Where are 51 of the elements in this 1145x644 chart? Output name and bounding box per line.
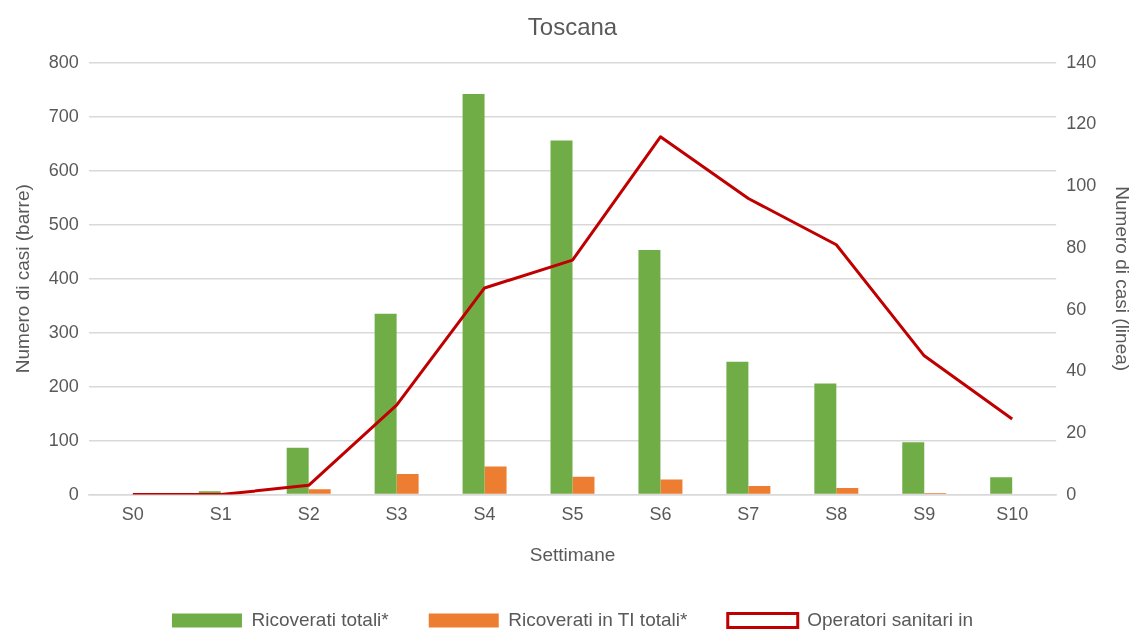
y2-tick-label: 40 xyxy=(1066,360,1087,381)
y2-tick-label: 120 xyxy=(1066,113,1097,134)
bar xyxy=(286,447,309,494)
y2-tick-label: 80 xyxy=(1066,236,1087,257)
bar xyxy=(572,476,595,494)
x-tick-label: S9 xyxy=(913,504,936,525)
x-tick-label: S5 xyxy=(561,504,584,525)
y2-axis-title: Numero di casi (linea) xyxy=(1112,186,1134,372)
bar xyxy=(550,140,573,494)
y-tick-label: 100 xyxy=(48,429,79,450)
x-tick-label: S2 xyxy=(297,504,320,525)
x-tick-label: S10 xyxy=(996,504,1029,525)
y2-tick-label: 60 xyxy=(1066,298,1087,319)
bar xyxy=(726,361,749,494)
bar xyxy=(396,474,419,494)
y2-tick-label: 0 xyxy=(1066,483,1077,504)
x-tick-label: S4 xyxy=(473,504,496,525)
x-tick-label: S3 xyxy=(385,504,408,525)
bar xyxy=(484,466,507,494)
y-tick-label: 300 xyxy=(48,321,79,342)
y-tick-label: 500 xyxy=(48,213,79,234)
y-tick-label: 0 xyxy=(68,483,79,504)
chart-title: Toscana xyxy=(527,13,618,41)
y-tick-label: 600 xyxy=(48,159,79,180)
y-tick-label: 200 xyxy=(48,375,79,396)
legend-label: Ricoverati totali* xyxy=(251,608,390,630)
bar xyxy=(374,313,397,494)
bar xyxy=(748,485,771,494)
bar xyxy=(990,477,1013,494)
x-tick-label: S8 xyxy=(825,504,848,525)
x-tick-label: S0 xyxy=(121,504,144,525)
y2-tick-label: 140 xyxy=(1066,51,1097,72)
legend-label: Ricoverati in TI totali* xyxy=(508,608,689,630)
y-tick-label: 800 xyxy=(48,51,79,72)
x-tick-label: S1 xyxy=(209,504,232,525)
legend-label: Operatori sanitari in xyxy=(807,608,974,630)
bar xyxy=(660,479,683,494)
y-tick-label: 400 xyxy=(48,267,79,288)
bar xyxy=(308,489,331,494)
bar xyxy=(814,383,837,494)
y2-tick-label: 20 xyxy=(1066,421,1087,442)
x-axis-title: Settimane xyxy=(529,543,616,565)
x-tick-label: S6 xyxy=(649,504,672,525)
x-tick-label: S7 xyxy=(737,504,760,525)
y2-tick-label: 100 xyxy=(1066,175,1097,196)
bar xyxy=(902,442,925,494)
bar xyxy=(836,488,859,494)
bar xyxy=(462,94,485,494)
y-tick-label: 700 xyxy=(48,105,79,126)
y-axis-title: Numero di casi (barre) xyxy=(11,184,33,374)
bar xyxy=(638,250,661,494)
